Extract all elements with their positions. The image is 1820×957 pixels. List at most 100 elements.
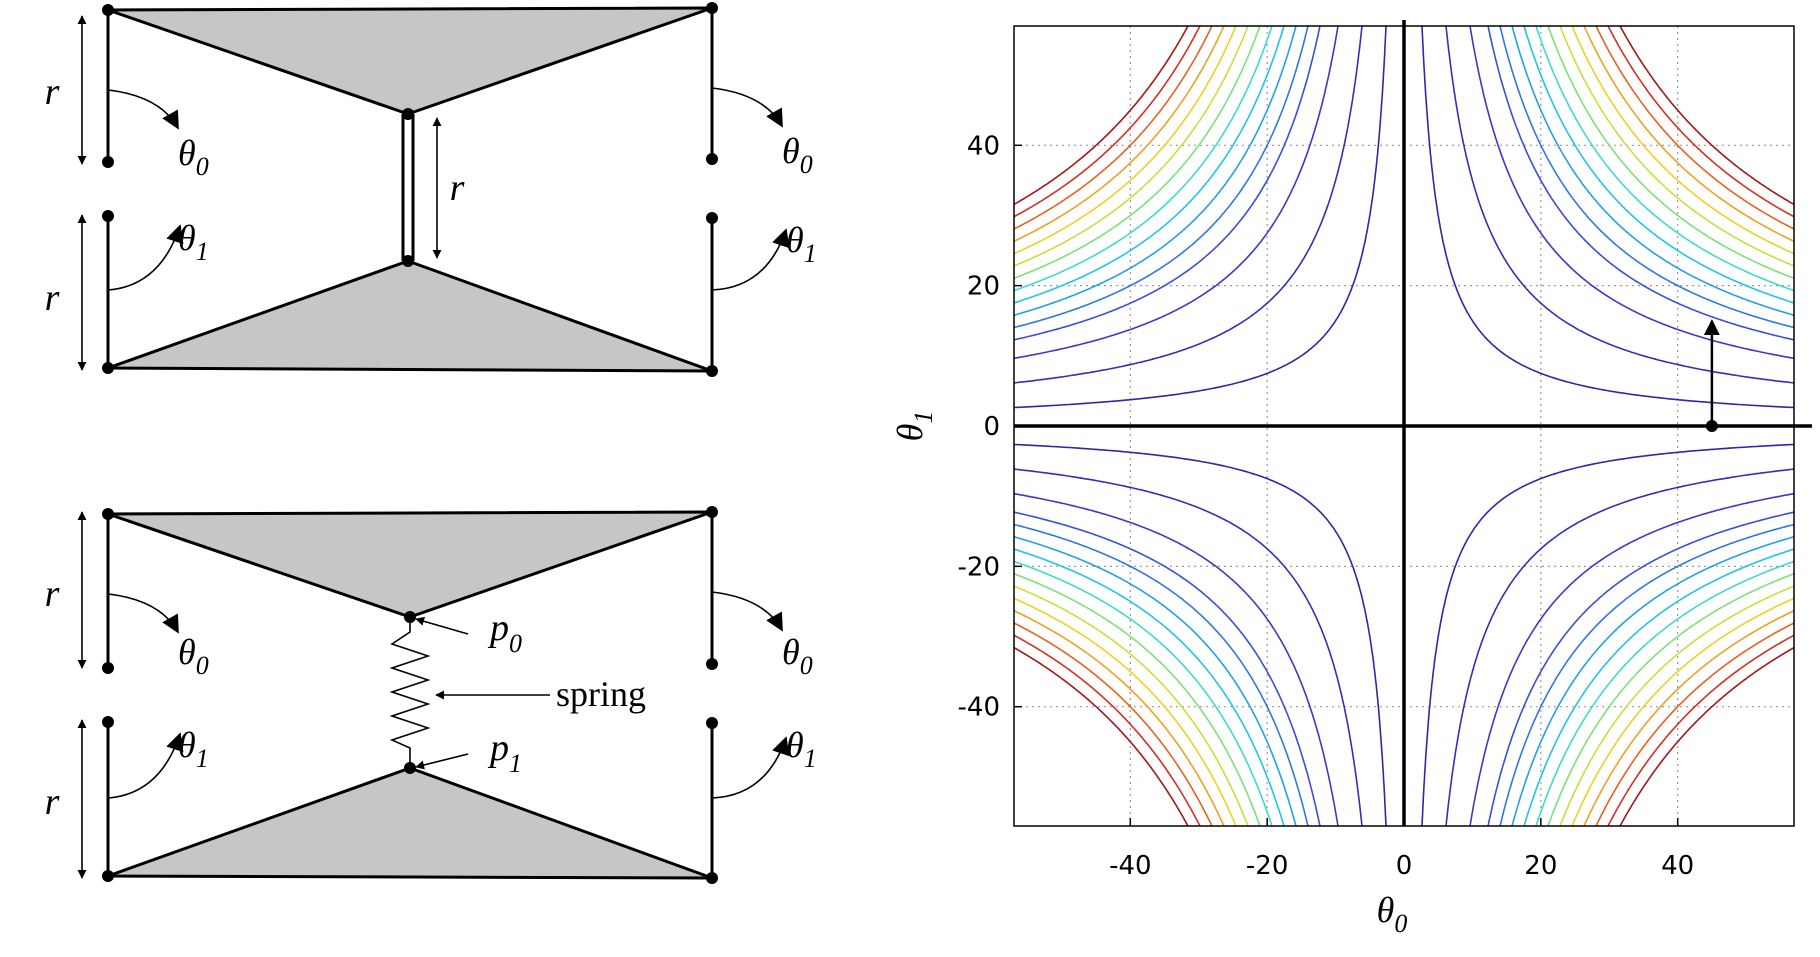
theta0-label: θ0 bbox=[178, 632, 209, 680]
contour-line bbox=[1014, 26, 1201, 218]
y-tick-label: 40 bbox=[967, 131, 1000, 161]
contour-line bbox=[1014, 26, 1321, 341]
theta0-label: θ0 bbox=[178, 133, 209, 181]
theta1-arrow bbox=[711, 736, 790, 799]
r-label: r bbox=[45, 71, 60, 113]
y-axis-label: θ1 bbox=[890, 411, 938, 442]
contour-line bbox=[1014, 26, 1285, 304]
y-tick-label: -40 bbox=[958, 693, 1000, 723]
theta1-label: θ1 bbox=[786, 220, 817, 268]
contour-line bbox=[1547, 572, 1794, 826]
chart-marker bbox=[1703, 319, 1720, 432]
joint-dots bbox=[102, 506, 718, 884]
contour-line bbox=[1014, 26, 1363, 384]
contour-line bbox=[1014, 622, 1213, 826]
contour-line bbox=[1487, 511, 1794, 826]
contour-line bbox=[1595, 622, 1794, 826]
spring bbox=[389, 617, 431, 768]
contour-line bbox=[1014, 443, 1387, 826]
contour-line bbox=[1014, 646, 1189, 826]
x-tick-label: 20 bbox=[1524, 851, 1557, 881]
contour-line bbox=[1571, 26, 1794, 255]
contour-line bbox=[1014, 26, 1225, 243]
theta0-arrow bbox=[107, 593, 179, 634]
theta1-label: θ1 bbox=[178, 725, 209, 773]
x-tick-label: -40 bbox=[1109, 851, 1151, 881]
contour-line bbox=[1595, 26, 1794, 230]
contour-line bbox=[1014, 492, 1339, 826]
marked-point bbox=[1705, 420, 1718, 432]
contour-line bbox=[1014, 26, 1387, 409]
chart-contours bbox=[1014, 26, 1794, 826]
contour-line bbox=[1014, 572, 1261, 826]
joint-dots bbox=[102, 2, 718, 377]
theta1-label: θ1 bbox=[178, 218, 209, 266]
contour-line bbox=[1583, 26, 1794, 243]
contour-line bbox=[1571, 597, 1794, 826]
contour-line bbox=[1014, 560, 1273, 826]
theta1-label: θ1 bbox=[786, 725, 817, 773]
r-label: r bbox=[45, 781, 60, 823]
contour-line bbox=[1014, 26, 1189, 206]
contour-line bbox=[1014, 26, 1309, 329]
contour-line bbox=[1511, 536, 1794, 826]
top-lower-plate bbox=[106, 259, 714, 373]
contour-line bbox=[1014, 597, 1237, 826]
x-axis-label: θ0 bbox=[1377, 890, 1408, 938]
bottom-lower-plate bbox=[106, 766, 714, 880]
contour-line bbox=[1487, 26, 1794, 341]
contour-line bbox=[1014, 26, 1261, 280]
spring-label: spring bbox=[556, 674, 646, 714]
contour-line bbox=[1014, 585, 1249, 826]
p0-pointer bbox=[415, 616, 469, 635]
contour-line bbox=[1499, 26, 1794, 329]
contour-line bbox=[1445, 468, 1794, 826]
contour-line bbox=[1619, 26, 1794, 206]
contour-line bbox=[1014, 26, 1339, 360]
contour-line bbox=[1014, 523, 1309, 826]
contour-line bbox=[1445, 26, 1794, 384]
x-tick-label: -20 bbox=[1246, 851, 1288, 881]
contour-line bbox=[1469, 492, 1794, 826]
theta0-arrow bbox=[107, 89, 179, 130]
theta1-arrow bbox=[107, 732, 184, 799]
contour-line bbox=[1014, 26, 1297, 316]
contour-line bbox=[1014, 609, 1225, 826]
x-tick-label: 0 bbox=[1396, 851, 1413, 881]
contour-line bbox=[1499, 523, 1794, 826]
contour-line bbox=[1469, 26, 1794, 360]
contour-line bbox=[1535, 560, 1794, 826]
theta0-arrow bbox=[711, 591, 783, 632]
contour-line bbox=[1014, 26, 1249, 267]
p1-pointer bbox=[415, 753, 469, 770]
contour-chart: -40 -20 0 20 40 -40 -20 0 20 40 θ0 θ1 bbox=[890, 20, 1812, 938]
contour-line bbox=[1619, 646, 1794, 826]
chart-ticks: -40 -20 0 20 40 -40 -20 0 20 40 bbox=[958, 131, 1695, 881]
contour-line bbox=[1014, 536, 1297, 826]
top-mechanism: r r r θ0 θ1 θ0 θ1 bbox=[45, 2, 817, 377]
contour-line bbox=[1523, 548, 1794, 826]
contour-line bbox=[1421, 26, 1794, 409]
theta0-arrow bbox=[711, 87, 783, 128]
contour-line bbox=[1607, 634, 1794, 826]
r-label: r bbox=[45, 573, 60, 615]
top-upper-plate bbox=[106, 6, 714, 116]
theta0-label: θ0 bbox=[782, 632, 813, 680]
contour-line bbox=[1583, 609, 1794, 826]
contour-line bbox=[1014, 511, 1321, 826]
contour-line bbox=[1607, 26, 1794, 218]
y-tick-label: 0 bbox=[983, 412, 1000, 442]
y-tick-label: -20 bbox=[958, 552, 1000, 582]
contour-line bbox=[1421, 443, 1794, 826]
contour-line bbox=[1014, 26, 1273, 292]
bottom-upper-plate bbox=[106, 510, 714, 619]
contour-line bbox=[1014, 634, 1201, 826]
bottom-mechanism: r r θ0 θ1 θ0 θ1 p0 spring p1 bbox=[45, 506, 817, 884]
contour-line bbox=[1559, 585, 1794, 826]
theta0-label: θ0 bbox=[782, 131, 813, 179]
r-label: r bbox=[45, 277, 60, 319]
contour-line bbox=[1547, 26, 1794, 280]
contour-line bbox=[1535, 26, 1794, 292]
contour-line bbox=[1014, 26, 1213, 230]
